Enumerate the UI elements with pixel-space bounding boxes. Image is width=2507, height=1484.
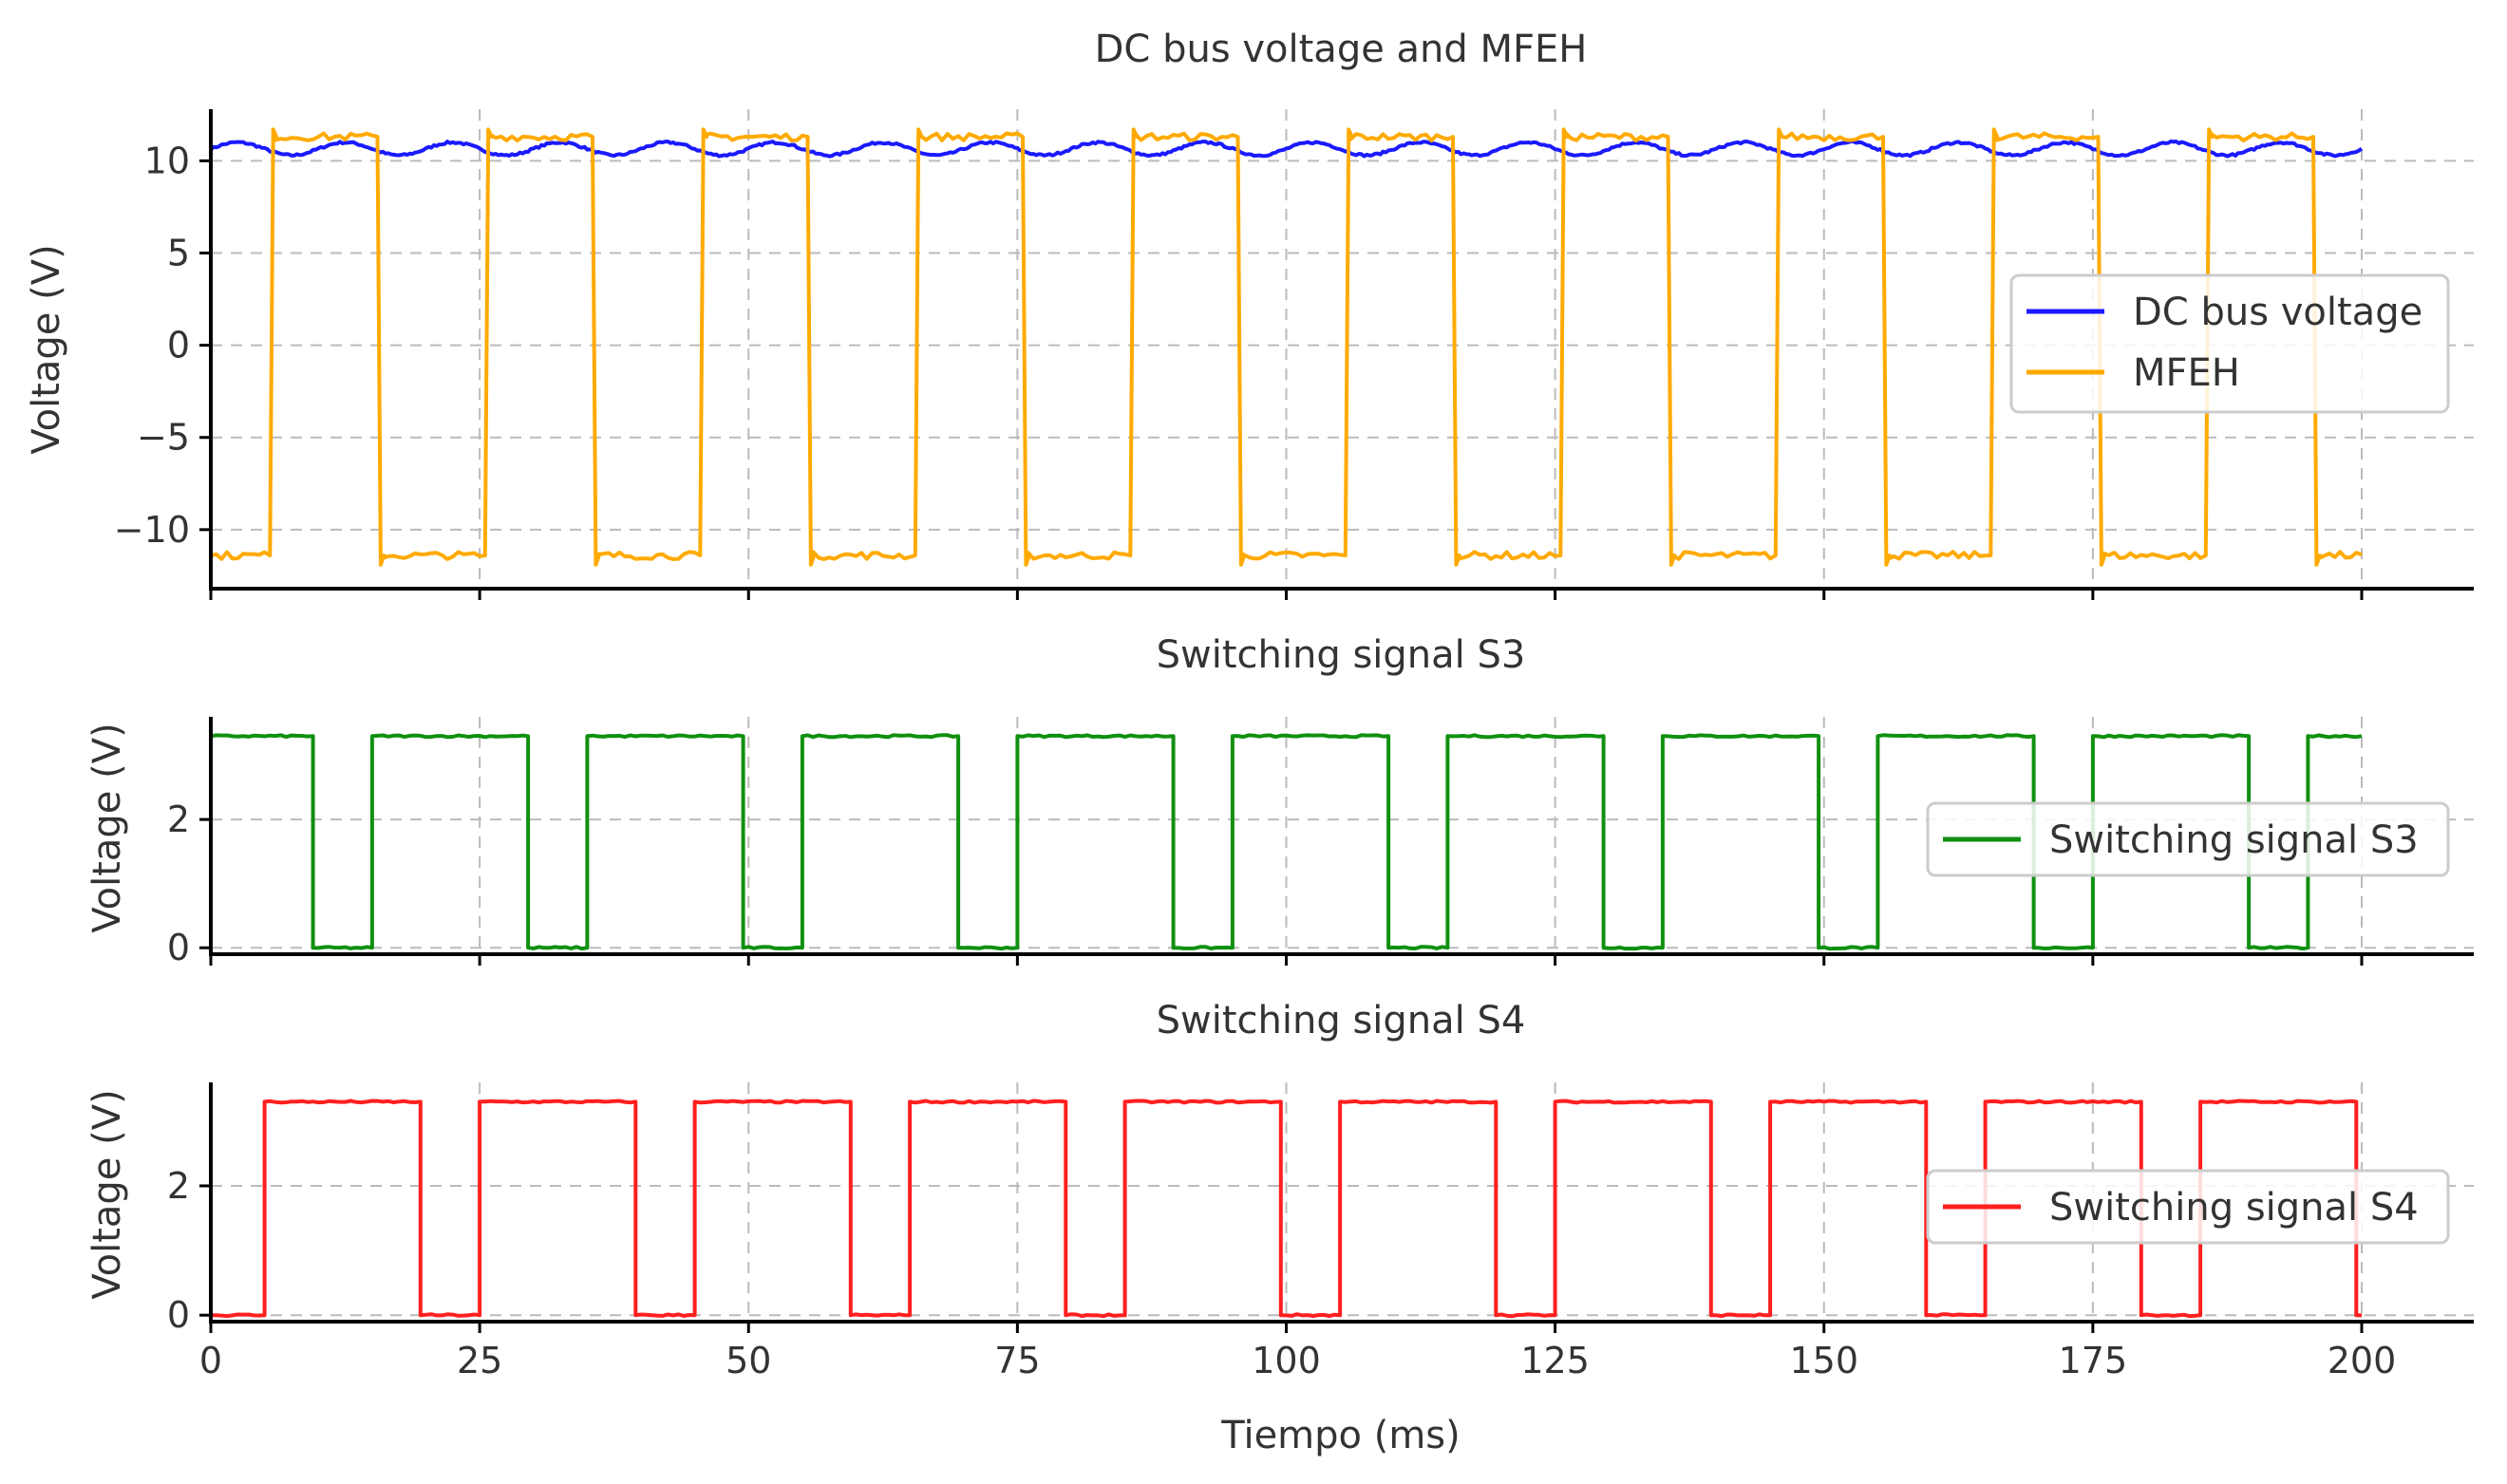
y-tick-label: 0: [167, 927, 190, 968]
series-line-dc-bus-voltage: [209, 139, 2364, 159]
chart-title: Switching signal S4: [1157, 999, 1526, 1043]
y-axis-label: Voltage (V): [85, 723, 129, 932]
legend-label: MFEH: [2133, 351, 2240, 395]
x-tick-label: 25: [457, 1340, 502, 1381]
legend-label: Switching signal S3: [2049, 818, 2419, 862]
y-tick-label: −10: [114, 509, 190, 551]
chart-panel-s3: Switching signal S3 Voltage (V) 2 0 Switc…: [85, 633, 2474, 968]
series-line-mfeh: [210, 127, 2363, 567]
y-tick-label: 0: [167, 1294, 190, 1336]
chart-panel-s4: Switching signal S4 Voltage (V) 2 0 Switc…: [85, 999, 2474, 1381]
chart-panel-dc-bus-mfeh: DC bus voltage and MFEH Voltage (V) 10 5 0…: [25, 28, 2474, 600]
chart-title: Switching signal S3: [1157, 633, 1526, 677]
legend-box: [2009, 273, 2450, 414]
x-tick-label: 75: [994, 1340, 1040, 1381]
x-tick-label: 125: [1520, 1340, 1590, 1381]
y-tick-label: 10: [144, 140, 190, 181]
y-tick-label: −5: [137, 417, 190, 459]
legend-label: Switching signal S4: [2049, 1186, 2419, 1230]
x-tick-label: 0: [199, 1340, 222, 1381]
series-line-switching-signal-s3: [210, 733, 2363, 951]
y-tick-label: 2: [167, 1165, 190, 1207]
legend-box: [1926, 1169, 2450, 1245]
chart-title: DC bus voltage and MFEH: [1095, 28, 1588, 71]
legend-box: [1926, 801, 2450, 877]
y-axis-label: Voltage (V): [85, 1089, 129, 1299]
x-axis-label: Tiempo (ms): [1220, 1414, 1460, 1457]
x-tick-label: 100: [1252, 1340, 1321, 1381]
legend-label: DC bus voltage: [2133, 291, 2422, 334]
y-tick-label: 2: [167, 798, 190, 840]
y-axis-label: Voltage (V): [25, 244, 68, 454]
x-tick-label: 50: [726, 1340, 771, 1381]
series-line-switching-signal-s4: [211, 1099, 2363, 1319]
y-tick-label: 0: [167, 325, 190, 366]
x-tick-label: 150: [1789, 1340, 1858, 1381]
x-tick-label: 175: [2059, 1340, 2128, 1381]
x-tick-label: 200: [2328, 1340, 2397, 1381]
y-tick-label: 5: [167, 233, 190, 274]
